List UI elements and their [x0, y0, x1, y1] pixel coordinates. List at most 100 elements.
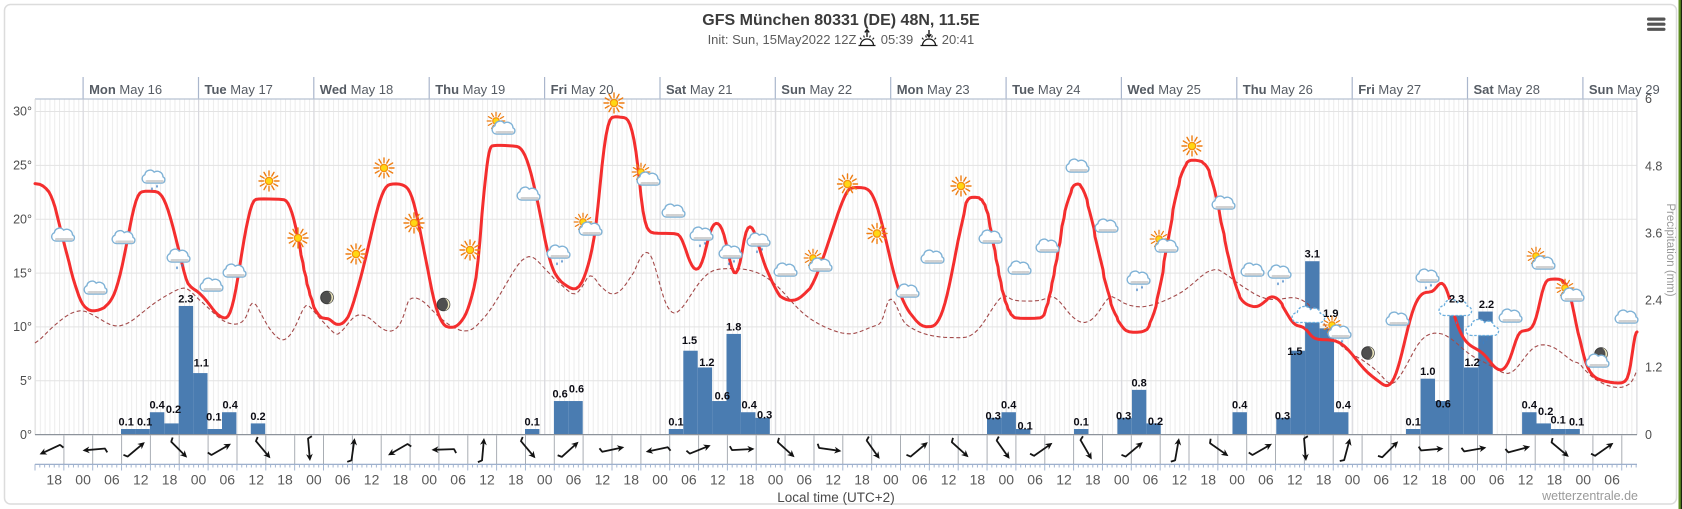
svg-text:06: 06 [681, 472, 697, 488]
svg-text:Mon May 23: Mon May 23 [897, 82, 970, 97]
svg-text:wetterzentrale.de: wetterzentrale.de [1541, 489, 1638, 503]
svg-text:Tue May 17: Tue May 17 [205, 82, 273, 97]
svg-text:0.4: 0.4 [1522, 400, 1538, 412]
svg-text:06: 06 [1489, 472, 1505, 488]
svg-text:Init: Sun, 15May2022 12Z: Init: Sun, 15May2022 12Z [708, 32, 857, 47]
svg-text:12: 12 [1287, 472, 1303, 488]
svg-text:06: 06 [1143, 472, 1159, 488]
svg-text:12: 12 [1056, 472, 1072, 488]
svg-text:2.2: 2.2 [1479, 299, 1494, 311]
svg-text:25°: 25° [13, 159, 32, 173]
svg-text:1.2: 1.2 [1464, 357, 1479, 369]
svg-text:1.0: 1.0 [1420, 366, 1435, 378]
svg-text:00: 00 [768, 472, 784, 488]
svg-text:0: 0 [1645, 428, 1652, 442]
svg-text:18: 18 [393, 472, 409, 488]
svg-text:0°: 0° [20, 428, 32, 442]
svg-text:00: 00 [1114, 472, 1130, 488]
svg-text:12: 12 [941, 472, 957, 488]
svg-text:18: 18 [623, 472, 639, 488]
svg-text:12: 12 [248, 472, 264, 488]
svg-text:1.2: 1.2 [699, 357, 714, 369]
svg-text:Fri May 20: Fri May 20 [551, 82, 614, 97]
svg-text:Thu May 19: Thu May 19 [435, 82, 505, 97]
svg-text:18: 18 [1316, 472, 1332, 488]
svg-text:0.3: 0.3 [1116, 410, 1131, 422]
svg-text:12: 12 [710, 472, 726, 488]
svg-text:0.2: 0.2 [1148, 416, 1163, 428]
svg-text:12: 12 [133, 472, 149, 488]
svg-text:1.5: 1.5 [1287, 346, 1302, 358]
svg-text:0.4: 0.4 [223, 400, 239, 412]
svg-text:12: 12 [479, 472, 495, 488]
svg-text:0.2: 0.2 [1538, 406, 1553, 418]
svg-text:00: 00 [1460, 472, 1476, 488]
svg-text:06: 06 [1604, 472, 1620, 488]
svg-text:0.1: 0.1 [137, 417, 152, 429]
svg-text:18: 18 [162, 472, 178, 488]
svg-text:1.5: 1.5 [682, 335, 697, 347]
svg-text:0.1: 0.1 [1550, 415, 1565, 427]
svg-text:0.4: 0.4 [1001, 400, 1017, 412]
svg-text:06: 06 [1027, 472, 1043, 488]
svg-text:06: 06 [104, 472, 120, 488]
svg-text:0.1: 0.1 [119, 417, 134, 429]
svg-text:12: 12 [825, 472, 841, 488]
svg-text:1.9: 1.9 [1323, 308, 1338, 320]
svg-text:06: 06 [566, 472, 582, 488]
svg-text:18: 18 [854, 472, 870, 488]
svg-text:18: 18 [970, 472, 986, 488]
svg-text:0.1: 0.1 [1074, 417, 1089, 429]
svg-text:0.6: 0.6 [715, 391, 730, 403]
svg-text:0.3: 0.3 [1275, 410, 1290, 422]
svg-text:12: 12 [1402, 472, 1418, 488]
svg-text:00: 00 [883, 472, 899, 488]
svg-text:06: 06 [797, 472, 813, 488]
svg-text:1.1: 1.1 [194, 358, 209, 370]
svg-text:Sun May 22: Sun May 22 [781, 82, 852, 97]
svg-text:20°: 20° [13, 212, 32, 226]
svg-text:Precipitation (mm): Precipitation (mm) [1664, 203, 1676, 296]
svg-text:Wed May 25: Wed May 25 [1127, 82, 1200, 97]
svg-text:06: 06 [1258, 472, 1274, 488]
svg-text:Wed May 18: Wed May 18 [320, 82, 393, 97]
svg-text:00: 00 [537, 472, 553, 488]
svg-text:GFS München 80331 (DE) 48N, 11: GFS München 80331 (DE) 48N, 11.5E [702, 12, 980, 29]
svg-text:0.1: 0.1 [1569, 417, 1584, 429]
svg-text:0.4: 0.4 [742, 400, 758, 412]
svg-text:3.1: 3.1 [1305, 249, 1320, 261]
svg-text:00: 00 [999, 472, 1015, 488]
svg-text:0.1: 0.1 [668, 417, 683, 429]
svg-text:0.1: 0.1 [525, 417, 540, 429]
svg-text:00: 00 [1229, 472, 1245, 488]
svg-text:0.2: 0.2 [166, 404, 181, 416]
svg-text:0.4: 0.4 [1336, 400, 1352, 412]
svg-text:12: 12 [595, 472, 611, 488]
svg-text:18: 18 [1431, 472, 1447, 488]
svg-text:2.3: 2.3 [178, 294, 193, 306]
svg-text:10°: 10° [13, 320, 32, 334]
svg-text:00: 00 [1345, 472, 1361, 488]
svg-text:05:39: 05:39 [881, 32, 914, 47]
svg-text:5°: 5° [20, 374, 32, 388]
svg-text:1.8: 1.8 [726, 321, 741, 333]
svg-text:18: 18 [739, 472, 755, 488]
svg-text:00: 00 [422, 472, 438, 488]
svg-text:18: 18 [508, 472, 524, 488]
svg-text:Mon May 16: Mon May 16 [89, 82, 162, 97]
svg-text:0.1: 0.1 [1017, 421, 1032, 433]
svg-text:0.6: 0.6 [569, 384, 584, 396]
svg-text:0.1: 0.1 [206, 412, 221, 424]
svg-text:06: 06 [335, 472, 351, 488]
svg-text:18: 18 [277, 472, 293, 488]
svg-text:18: 18 [1547, 472, 1563, 488]
svg-text:0.3: 0.3 [986, 410, 1001, 422]
svg-text:0.3: 0.3 [757, 409, 772, 421]
svg-text:Sat May 21: Sat May 21 [666, 82, 732, 97]
svg-text:4.8: 4.8 [1645, 159, 1662, 173]
svg-text:06: 06 [220, 472, 236, 488]
svg-text:Sun May 29: Sun May 29 [1589, 82, 1660, 97]
svg-text:15°: 15° [13, 266, 32, 280]
svg-text:3.6: 3.6 [1645, 227, 1662, 241]
svg-text:Tue May 24: Tue May 24 [1012, 82, 1080, 97]
